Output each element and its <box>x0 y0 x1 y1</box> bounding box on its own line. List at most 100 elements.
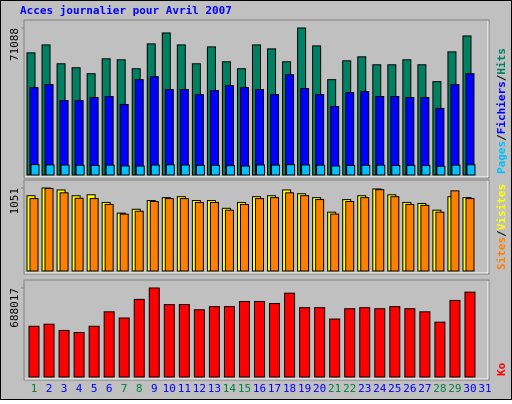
bar <box>29 198 39 272</box>
bar <box>391 165 401 176</box>
bar <box>285 192 295 272</box>
bar <box>59 100 69 176</box>
x-tick-label: 16 <box>253 382 266 395</box>
bar <box>89 97 99 176</box>
bar <box>164 89 174 176</box>
bar <box>194 94 204 176</box>
bar <box>28 325 40 378</box>
x-tick-label: 28 <box>433 382 446 395</box>
x-tick-label: 26 <box>403 382 416 395</box>
bar <box>255 198 264 272</box>
legend: Pages/Fichiers/Hits <box>495 48 508 174</box>
bar <box>224 209 234 272</box>
x-tick-label: 15 <box>238 382 251 395</box>
bar <box>59 192 69 272</box>
bar <box>451 164 461 176</box>
bar <box>465 73 475 176</box>
bar <box>209 201 219 272</box>
bar <box>300 88 310 176</box>
bar <box>375 189 385 272</box>
x-tick-label: 20 <box>313 382 326 395</box>
bar <box>406 164 416 176</box>
bar <box>360 197 370 272</box>
bar <box>434 321 446 378</box>
bar <box>269 303 281 378</box>
bar <box>449 299 461 378</box>
bar <box>180 164 190 176</box>
legend-entry: Sites <box>495 237 508 270</box>
bar <box>193 309 205 378</box>
x-tick-label: 6 <box>106 382 113 395</box>
bar <box>330 105 340 176</box>
bar <box>164 198 174 272</box>
bar <box>254 300 265 378</box>
chart-title: Acces journalier pour Avril 2007 <box>20 4 232 17</box>
bar <box>270 94 280 176</box>
bar <box>420 97 430 176</box>
x-tick-label: 30 <box>463 382 476 395</box>
bar <box>421 165 431 176</box>
x-tick-label: 29 <box>448 382 461 395</box>
bar <box>405 203 415 272</box>
bar <box>60 164 70 176</box>
bar <box>271 164 281 176</box>
bar <box>238 300 250 378</box>
bar <box>178 304 190 378</box>
bar <box>286 164 296 176</box>
x-tick-label: 8 <box>136 382 143 395</box>
x-tick-label: 13 <box>208 382 221 395</box>
bar <box>29 87 39 176</box>
bar <box>104 203 114 272</box>
x-tick-label: 1 <box>31 382 38 395</box>
bar <box>284 292 296 378</box>
bar <box>210 164 220 176</box>
legend-separator: / <box>495 230 508 237</box>
bar <box>390 196 400 272</box>
bar <box>119 103 129 176</box>
x-tick-label: 3 <box>61 382 68 395</box>
bar <box>148 287 160 378</box>
legend: Sites/Visites <box>495 184 508 270</box>
legend-separator: / <box>495 74 508 81</box>
y-tick-label: 1051 <box>8 188 21 215</box>
bar <box>330 213 340 272</box>
x-tick-label: 23 <box>358 382 371 395</box>
legend-entry: Pages <box>495 141 508 174</box>
legend: Ko <box>495 362 508 376</box>
bar <box>58 329 70 378</box>
bar <box>88 325 100 378</box>
bar <box>74 197 84 272</box>
bar <box>208 306 220 378</box>
bar <box>135 165 145 176</box>
bar <box>90 164 100 176</box>
bar <box>256 164 265 176</box>
legend-entry: Hits <box>495 48 508 75</box>
bar <box>45 164 55 176</box>
bar <box>134 210 144 272</box>
bar <box>270 197 280 272</box>
x-tick-label: 21 <box>328 382 341 395</box>
x-tick-label: 31 <box>478 382 491 395</box>
legend-entry: Visites <box>495 184 508 230</box>
x-tick-label: 18 <box>283 382 296 395</box>
bar <box>450 84 460 176</box>
bar <box>419 311 431 378</box>
bar <box>149 76 159 176</box>
x-tick-label: 22 <box>343 382 356 395</box>
bar <box>315 94 325 176</box>
bar <box>329 318 341 378</box>
legend-entry: Ko <box>495 362 508 376</box>
bar <box>301 164 311 176</box>
bar <box>225 165 235 176</box>
bar <box>374 308 386 378</box>
bar <box>74 100 84 176</box>
bar <box>103 311 115 378</box>
bar <box>435 211 445 272</box>
x-tick-label: 9 <box>151 382 158 395</box>
x-tick-label: 11 <box>178 382 191 395</box>
bar <box>30 164 40 176</box>
bar <box>450 190 460 272</box>
bar <box>359 307 371 378</box>
bar <box>300 195 310 272</box>
